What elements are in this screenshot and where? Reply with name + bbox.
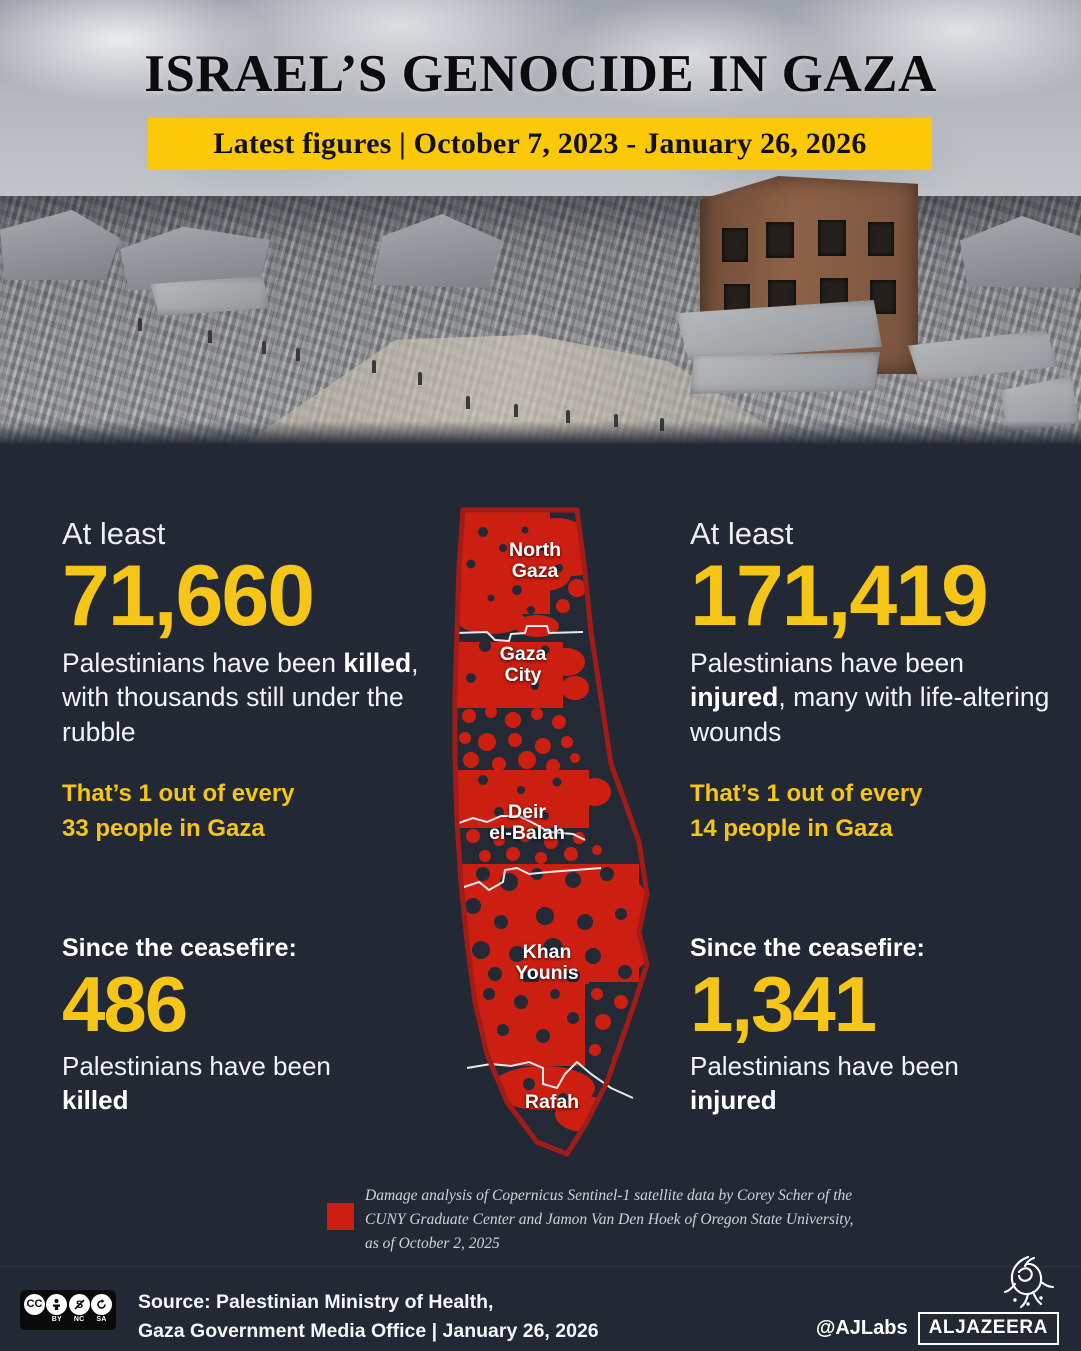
person-silhouette [614,414,618,427]
aljazeera-branding: @AJLabs ALJAZEERA [816,1254,1059,1345]
hero-photo-gaza-rubble [0,0,1081,447]
gaza-strip-outline [452,507,650,1157]
killed-ratio-line2: 33 people in Gaza [62,814,265,842]
injured-description-bold: injured [690,682,779,713]
ceasefire-killed-description-bold: killed [62,1085,129,1116]
injured-description-pre: Palestinians have been [690,647,965,678]
date-range-text: Latest figures | October 7, 2023 - Janua… [213,127,867,160]
cc-by-label: BY [51,1316,62,1323]
ceasefire-killed-title: Since the ceasefire: [62,934,297,962]
creative-commons-license-badge[interactable]: CC BY S NC [20,1290,116,1330]
source-attribution: Source: Palestinian Ministry of Health, … [138,1288,599,1347]
person-icon-svg [53,1299,61,1310]
ceasefire-injured-description: Palestinians have been injured [690,1049,1020,1118]
damage-legend-swatch [327,1203,354,1230]
concrete-slab [150,276,270,316]
sky-region [0,0,1081,215]
ceasefire-injured-description-bold: injured [690,1085,777,1116]
injured-description-post: , many with life-altering wounds [690,682,1050,747]
ceasefire-killed-description: Palestinians have been killed [62,1049,392,1118]
person-silhouette [566,410,570,423]
killed-ratio: That’s 1 out of every 33 people in Gaza [62,777,422,847]
cc-nc-label: NC [73,1316,85,1323]
ceasefire-injured-description-pre: Palestinians have been [690,1051,959,1081]
stat-block-killed: At least 71,660 Palestinians have been k… [62,516,422,847]
injured-ratio: That’s 1 out of every 14 people in Gaza [690,777,1050,847]
ceasefire-killed-number: 486 [62,960,188,1048]
no-commercial-icon-svg: S [74,1299,85,1311]
ceasefire-injured-number: 1,341 [690,960,877,1048]
aljazeera-wordmark: ALJAZEERA [917,1312,1059,1345]
person-silhouette [514,404,518,417]
killed-ratio-line1: That’s 1 out of every [62,779,295,807]
cc-icon: CC [24,1294,45,1315]
cc-nc-cell: S NC [68,1294,90,1323]
ceasefire-killed-description-pre: Palestinians have been [62,1051,331,1081]
source-line-1: Source: Palestinian Ministry of Health, [138,1291,494,1313]
injured-description: Palestinians have been injured, many wit… [690,646,1050,749]
killed-description: Palestinians have been killed, with thou… [62,646,422,749]
killed-description-pre: Palestinians have been [62,647,344,678]
governorate-borders [455,625,634,1099]
cc-sa-cell: SA [90,1294,112,1323]
damage-analysis-footnote: Damage analysis of Copernicus Sentinel-1… [365,1187,854,1252]
person-icon [46,1294,68,1315]
page-title: ISRAEL’S GENOCIDE IN GAZA [144,45,937,103]
injured-total: 171,419 [690,548,989,645]
injured-qualifier: At least [690,516,794,551]
killed-description-post: , with thousands still under the rubble [62,647,419,747]
cc-by-cell: BY [46,1294,68,1323]
person-silhouette [296,348,300,361]
stat-block-injured: At least 171,419 Palestinians have been … [690,516,1050,847]
date-range-banner: Latest figures | October 7, 2023 - Janua… [148,118,932,170]
share-alike-icon [90,1294,112,1315]
killed-description-bold: killed [343,647,412,678]
cc-sa-label: SA [96,1316,107,1323]
footer-divider [0,1266,1081,1267]
ceasefire-block-injured: Since the ceasefire: 1,341 Palestinians … [690,934,1020,1118]
ceasefire-injured-title: Since the ceasefire: [690,934,925,962]
person-silhouette [138,318,142,331]
share-alike-icon-svg [97,1299,106,1309]
gaza-map-svg [452,507,650,1157]
source-line-2: Gaza Government Media Office | January 2… [138,1320,599,1343]
killed-qualifier: At least [62,516,166,551]
person-silhouette [372,360,376,373]
person-silhouette [418,372,422,385]
ceasefire-block-killed: Since the ceasefire: 486 Palestinians ha… [62,934,392,1118]
gaza-strip-damage-map: North Gaza Gaza City Deir el-Balah Khan … [425,502,675,1167]
concrete-slab [690,352,880,394]
ajlabs-handle[interactable]: @AJLabs [815,1317,908,1339]
photo-bottom-fade [0,421,1081,447]
person-silhouette [466,396,470,409]
injured-ratio-line1: That’s 1 out of every [690,779,923,807]
cc-mark-cell: CC [24,1294,45,1315]
aljazeera-logo-row: @AJLabs ALJAZEERA [816,1312,1059,1345]
killed-total: 71,660 [62,548,315,645]
person-silhouette [262,341,266,354]
person-silhouette [208,330,212,343]
aljazeera-arabic-calligraphy-icon [1003,1255,1055,1309]
no-commercial-icon: S [68,1294,90,1315]
injured-ratio-line2: 14 people in Gaza [690,814,893,842]
